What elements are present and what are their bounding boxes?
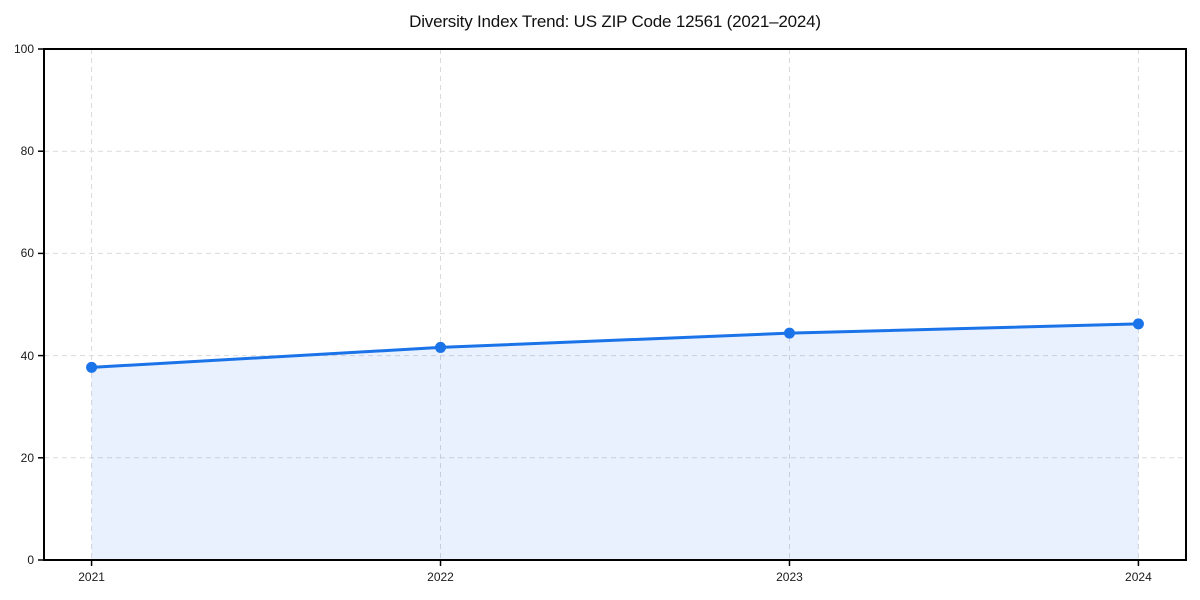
data-point-marker <box>86 361 98 373</box>
plot-area: 0 20 40 60 80 100 2021 2022 2023 2024 <box>14 42 1187 584</box>
y-tick-label: 80 <box>20 144 34 159</box>
data-point-marker <box>783 327 795 339</box>
y-tick-label: 0 <box>27 553 34 567</box>
plot-border <box>43 48 1187 561</box>
y-tick-label: 60 <box>20 246 34 261</box>
area-fill <box>91 323 1139 560</box>
x-tick-label: 2021 <box>78 570 105 584</box>
x-tick-label: 2024 <box>1125 570 1152 584</box>
x-tick-label: 2023 <box>776 570 803 584</box>
data-point-marker <box>435 341 447 353</box>
y-tick-label: 20 <box>20 450 34 465</box>
chart-title: Diversity Index Trend: US ZIP Code 12561… <box>409 12 821 31</box>
y-tick-label: 100 <box>13 42 34 56</box>
data-point-marker <box>1132 318 1144 330</box>
line-chart-canvas <box>38 48 1187 566</box>
y-tick-label: 40 <box>20 348 34 363</box>
x-tick-label: 2022 <box>427 570 454 584</box>
trend-line <box>90 322 1140 369</box>
